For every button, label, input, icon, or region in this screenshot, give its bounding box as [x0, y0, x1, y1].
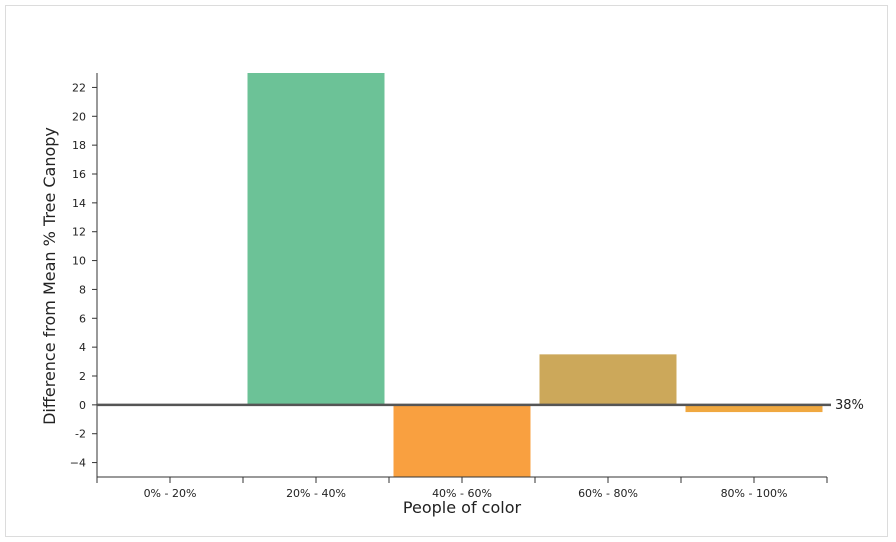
y-axis-title: Difference from Mean % Tree Canopy — [40, 127, 59, 425]
y-tick-label: 18 — [72, 139, 86, 152]
bar — [539, 354, 677, 405]
reference-line-label: 38% — [835, 398, 864, 413]
y-tick-label: 2 — [79, 370, 86, 383]
y-tick-label: 16 — [72, 168, 86, 181]
bar — [247, 73, 385, 405]
x-tick-label: 80% - 100% — [721, 487, 788, 500]
y-tick-label: 6 — [79, 312, 86, 325]
y-tick-label: 10 — [72, 255, 86, 268]
y-tick-label: -2 — [75, 428, 86, 441]
bars-group — [247, 73, 823, 477]
x-tick-label: 60% - 80% — [578, 487, 638, 500]
x-tick-label: 0% - 20% — [144, 487, 197, 500]
x-axis-ticks: 0% - 20% 20% - 40% 40% - 60% 60% - 80% 80% -… — [96, 477, 828, 500]
y-tick-label: 0 — [79, 399, 86, 412]
y-tick-label: 22 — [72, 81, 86, 94]
y-tick-label: 14 — [72, 197, 86, 210]
x-tick-label: 40% - 60% — [432, 487, 492, 500]
x-tick-label: 20% - 40% — [286, 487, 346, 500]
y-tick-label: −4 — [70, 457, 86, 470]
bar — [685, 404, 823, 413]
x-axis-title: People of color — [403, 498, 522, 517]
y-tick-label: 20 — [72, 110, 86, 123]
y-tick-label: 12 — [72, 226, 86, 239]
y-tick-label: 4 — [79, 341, 86, 354]
y-axis-ticks: −4 -2 0 2 4 6 8 10 12 14 16 18 20 22 — [70, 81, 97, 470]
bar — [393, 404, 531, 477]
y-tick-label: 8 — [79, 283, 86, 296]
